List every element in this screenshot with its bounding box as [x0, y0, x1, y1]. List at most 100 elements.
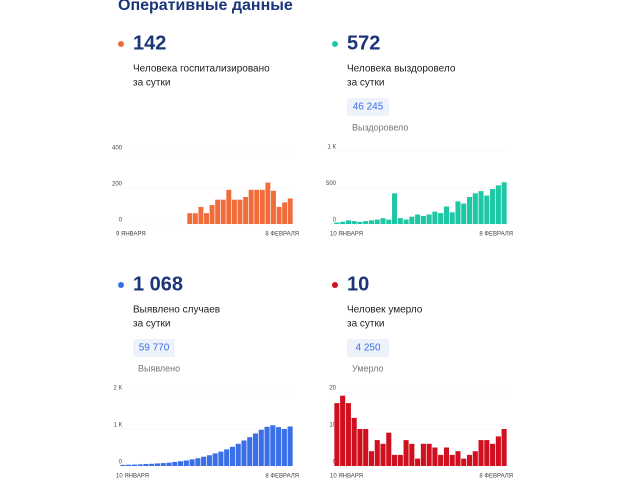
bar [265, 182, 271, 224]
bar [357, 429, 363, 466]
bar [432, 447, 438, 466]
bar [254, 189, 260, 224]
bar [392, 454, 398, 466]
bar [281, 429, 287, 466]
bar [374, 440, 380, 466]
bar [403, 219, 409, 224]
caption: за сутки [347, 78, 384, 89]
bar [334, 222, 340, 224]
bar [264, 426, 270, 466]
y-tick-label: 20 [329, 386, 336, 392]
caption: Человек умерло [347, 305, 423, 316]
total-label: Умерло [352, 363, 384, 373]
bar [120, 464, 126, 466]
bar [248, 189, 254, 224]
bar [368, 220, 375, 224]
bar [154, 463, 161, 466]
bar [403, 440, 409, 466]
y-tick-label: 1 К [328, 145, 337, 151]
bar [484, 440, 490, 466]
bar [126, 464, 132, 466]
bar [172, 461, 178, 466]
y-tick-label: 0 [119, 218, 123, 224]
bar [201, 456, 207, 466]
bar [490, 443, 496, 466]
caption: за сутки [347, 319, 384, 330]
total-value: 59 770 [139, 343, 170, 354]
bar [340, 221, 346, 224]
bar [455, 201, 461, 224]
big-number: 1 068 [133, 273, 183, 295]
bullet [332, 282, 338, 288]
bar [231, 199, 237, 224]
bar [198, 206, 204, 224]
x-tick-label: 8 ФЕВРАЛЯ [265, 232, 299, 238]
y-tick-label: 0 [333, 218, 337, 224]
bar [443, 447, 449, 466]
bar [345, 220, 351, 224]
bar [334, 403, 340, 466]
bar [426, 214, 432, 224]
bar [432, 211, 438, 224]
bar [351, 417, 357, 466]
bar [426, 443, 432, 466]
bar [415, 458, 421, 466]
x-tick-label: 10 ЯНВАРЯ [330, 232, 363, 238]
caption: Человека выздоровело [347, 64, 456, 75]
bar [490, 188, 496, 224]
bullet [118, 282, 124, 288]
bar [484, 195, 490, 224]
bar [226, 189, 232, 224]
bar [351, 221, 357, 224]
x-tick-label: 10 ЯНВАРЯ [330, 474, 363, 480]
total-value: 4 250 [355, 343, 380, 354]
big-number: 572 [347, 32, 380, 54]
bar [131, 464, 137, 466]
x-tick-label: 8 ФЕВРАЛЯ [479, 474, 513, 480]
big-number: 10 [347, 273, 369, 295]
bar [224, 449, 230, 466]
bar [478, 440, 484, 466]
bar [495, 185, 501, 224]
bar [235, 443, 241, 466]
bar [212, 453, 218, 466]
bar [206, 455, 212, 466]
bar [392, 193, 398, 224]
bar [420, 215, 426, 224]
bar [271, 190, 276, 224]
total-box [347, 98, 389, 116]
bar [449, 212, 455, 224]
bar [287, 198, 293, 224]
x-tick-label: 9 ЯНВАРЯ [116, 232, 146, 238]
bar [374, 219, 380, 224]
bar [237, 199, 243, 224]
bar [143, 463, 149, 466]
bar [241, 440, 247, 466]
bar [409, 443, 415, 466]
bar [386, 219, 392, 224]
bar [204, 213, 209, 224]
bar [466, 196, 473, 224]
bar [229, 446, 235, 466]
bar [220, 199, 226, 224]
bar [495, 436, 501, 466]
bar [270, 425, 276, 466]
bar [472, 451, 478, 466]
bar [472, 193, 478, 224]
bar [380, 218, 386, 224]
bar [252, 433, 259, 466]
bar [183, 460, 189, 466]
y-tick-label: 0 [119, 460, 123, 466]
big-number: 142 [133, 32, 166, 54]
bar [209, 205, 215, 224]
bar [287, 426, 293, 466]
bar [258, 429, 264, 466]
y-tick-label: 2 К [114, 386, 123, 392]
total-box [347, 339, 389, 357]
bar [409, 216, 415, 224]
bar [178, 461, 184, 466]
bar [438, 213, 444, 224]
y-tick-label: 500 [326, 181, 337, 187]
y-tick-label: 10 [329, 423, 336, 429]
